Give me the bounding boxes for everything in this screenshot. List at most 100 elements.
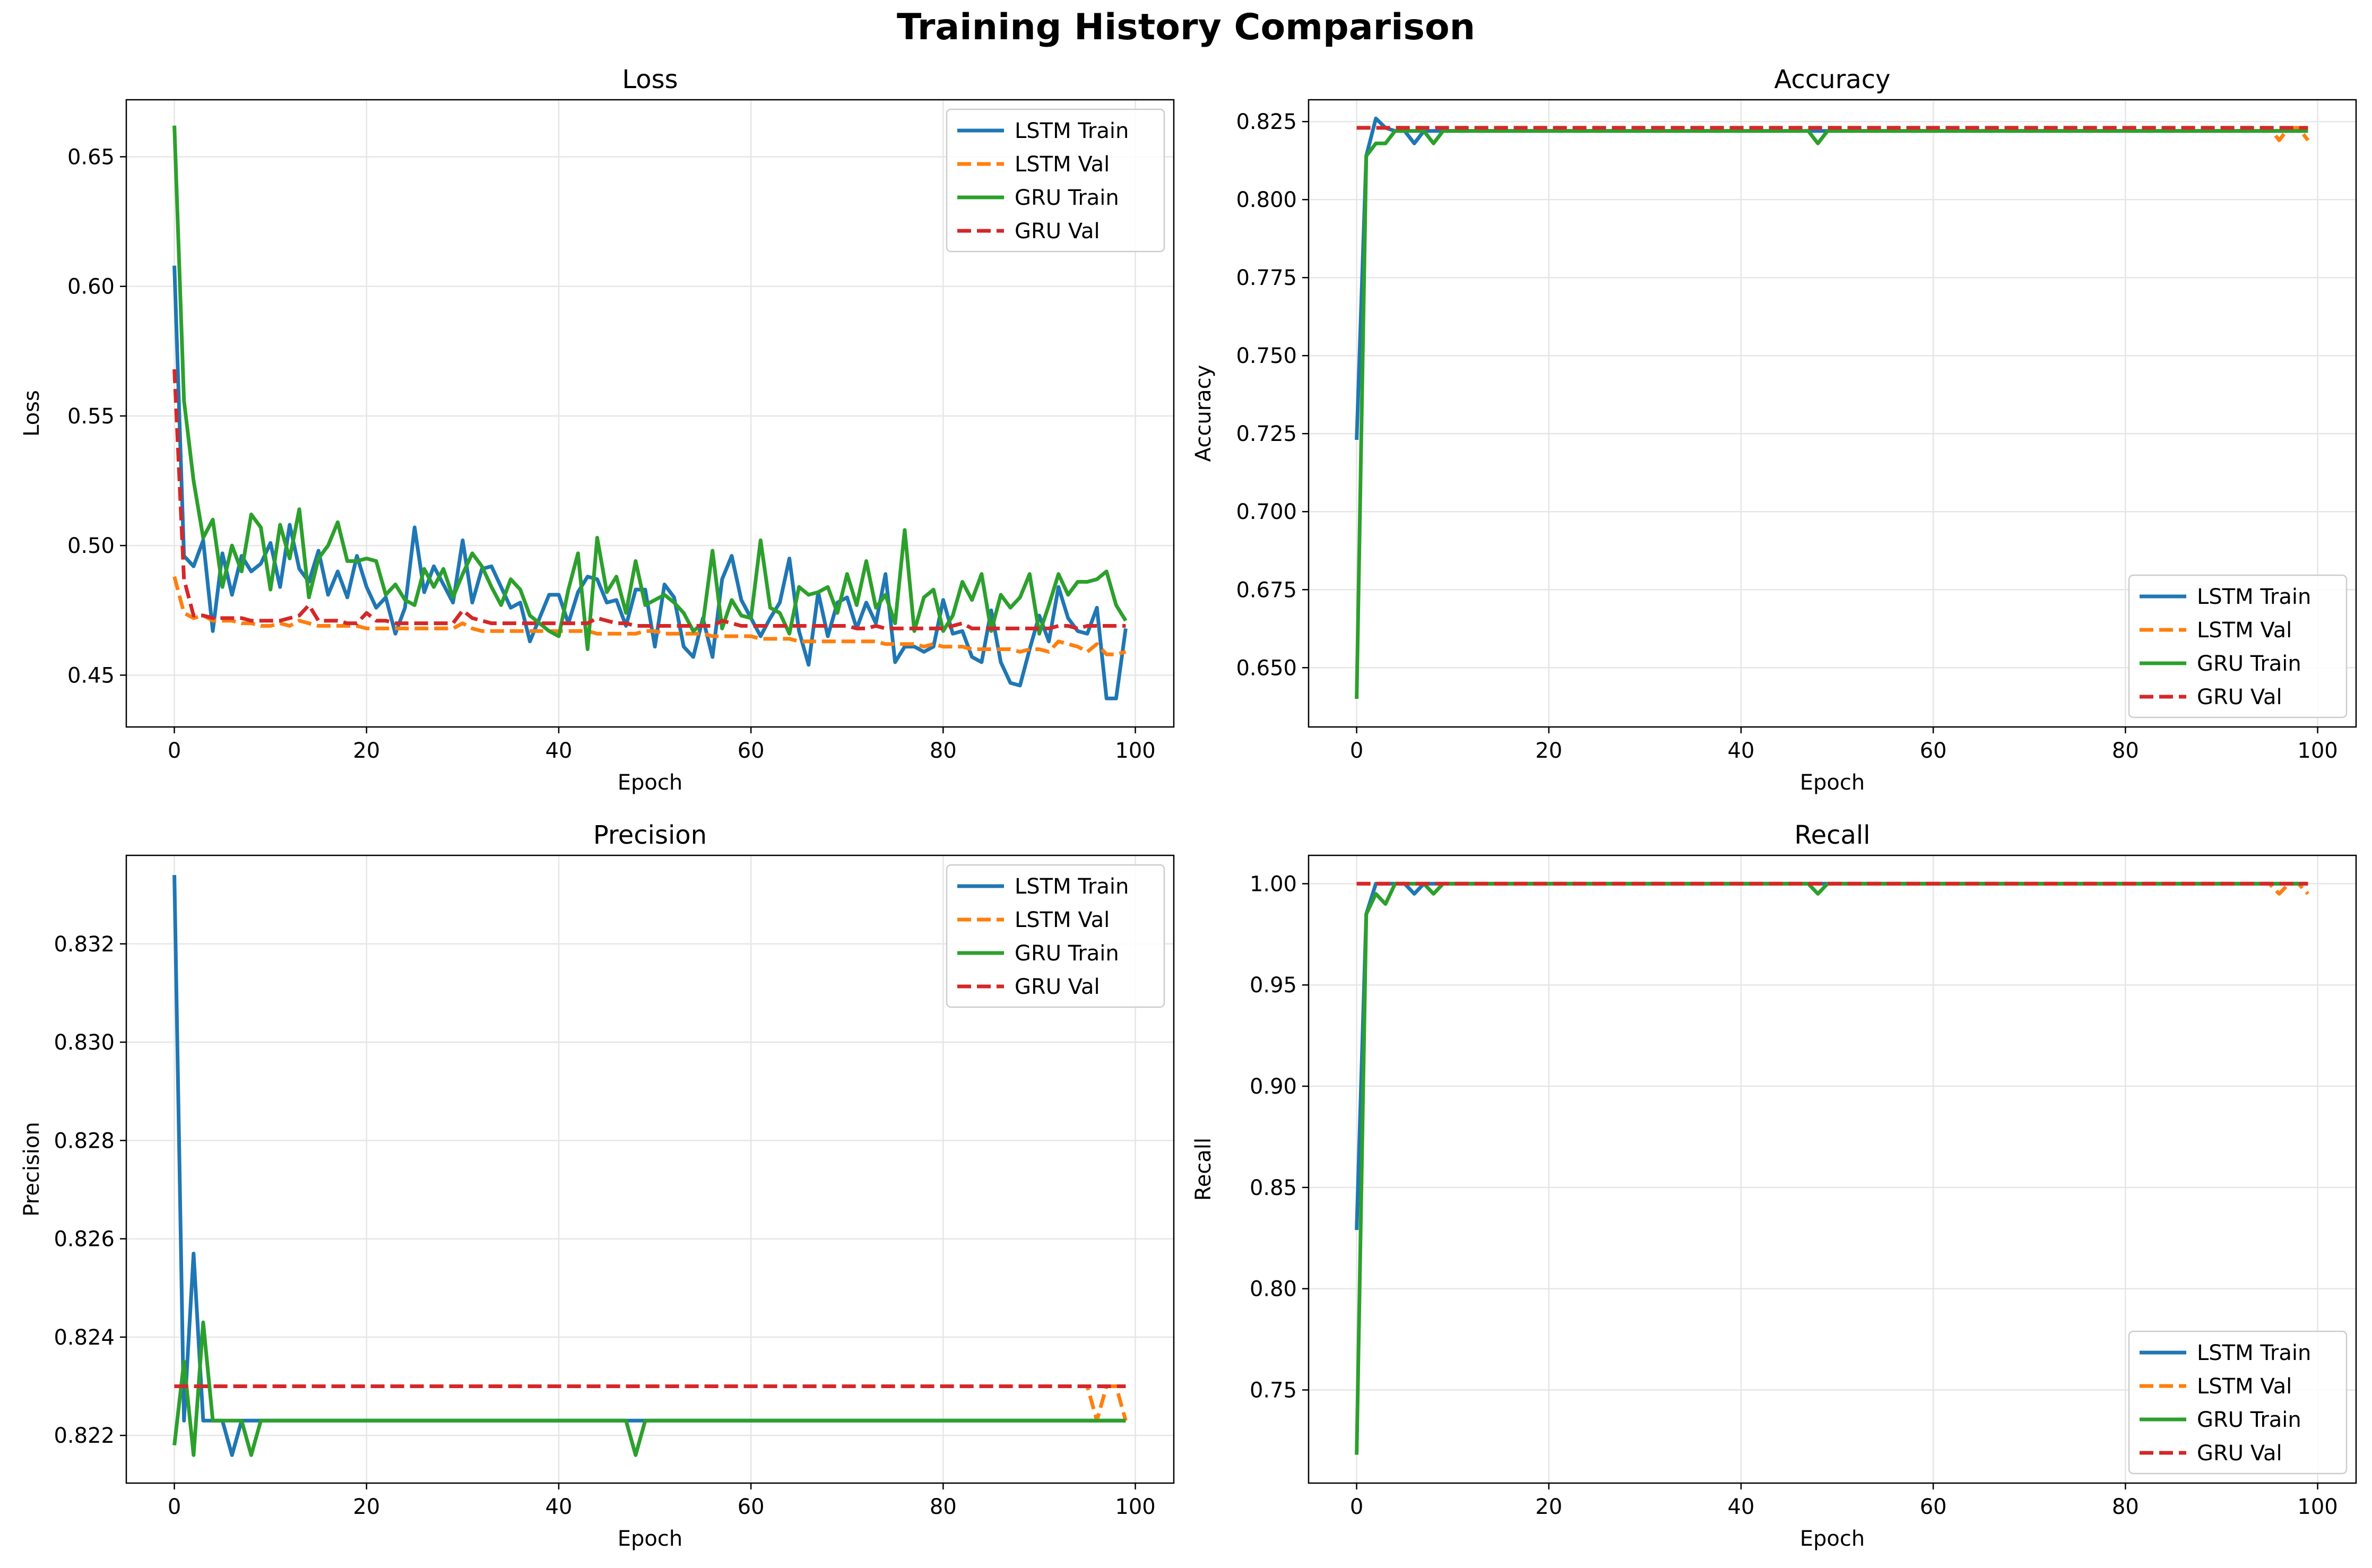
ax3-ytick-label-5: 1.00: [1250, 872, 1297, 896]
ax0-series-gru-train: [172, 125, 1128, 651]
ax2-legend: LSTM Train LSTM Val GRU Train GRU Val: [946, 864, 1165, 1008]
ax0-legend-label-gru-val: GRU Val: [1015, 219, 1100, 244]
ax0-series-lstm-val: [172, 576, 1127, 656]
ax2-ytick-label-1: 0.824: [54, 1326, 115, 1350]
ax1-series-group: [1355, 116, 2310, 699]
ax3-xtick-label-2: 40: [1728, 1495, 1755, 1519]
ax2-series-lstm-val: [174, 1384, 1128, 1423]
subplot-loss: 0 20 40 60 80 100 0.45 0.50 0.55 0.60 0.65 Loss Epoc…: [20, 65, 1175, 795]
ax2-legend-label-lstm-val: LSTM Val: [1015, 908, 1110, 932]
ax2-legend-box: [946, 864, 1165, 1008]
ax0-ytick-label-2: 0.55: [67, 404, 115, 429]
ax1-ytick-label-6: 0.800: [1236, 188, 1297, 212]
ax0-ytick-label-4: 0.65: [67, 145, 115, 169]
ax3-ytick-label-3: 0.90: [1250, 1075, 1297, 1099]
ax0-legend-label-lstm-val: LSTM Val: [1015, 152, 1110, 177]
ax1-legend-box: [2128, 574, 2348, 718]
ax3-legend-label-gru-val: GRU Val: [2197, 1441, 2282, 1466]
ax3-ylabel: Recall: [1191, 1138, 1216, 1201]
ax3-ytick-label-4: 0.95: [1250, 973, 1297, 998]
ax1-legend-label-lstm-train: LSTM Train: [2197, 585, 2311, 609]
ax1-ylabel: Accuracy: [1191, 365, 1216, 462]
ax1-ytick-label-1: 0.675: [1236, 578, 1297, 602]
ax3-xtick-label-1: 20: [1535, 1495, 1562, 1519]
ax0-series-lstm-train: [172, 265, 1128, 700]
ax0-xlabel: Epoch: [618, 770, 682, 795]
ax3-xtick-label-0: 0: [1350, 1495, 1363, 1519]
ax3-ytick-label-0: 0.75: [1250, 1378, 1297, 1402]
ax2-frame: [125, 854, 1175, 1484]
ax1-title: Accuracy: [1774, 65, 1890, 94]
ax1-legend-label-gru-train: GRU Train: [2197, 652, 2301, 676]
ax2-legend-label-gru-train: GRU Train: [1015, 941, 1119, 966]
ax0-xtick-label-3: 60: [738, 739, 765, 763]
ax1-xtick-label-2: 40: [1728, 739, 1755, 763]
ax2-legend-label-lstm-train: LSTM Train: [1015, 874, 1129, 899]
ax1-ytick-label-0: 0.650: [1236, 656, 1297, 680]
ax1-ytick-label-5: 0.775: [1236, 266, 1297, 290]
ax2-legend-label-gru-val: GRU Val: [1015, 975, 1100, 999]
ax3-frame: [1308, 854, 2357, 1484]
ax1-xlabel: Epoch: [1800, 770, 1865, 795]
figure-title: Training History Comparison: [896, 6, 1476, 48]
ax1-legend-label-lstm-val: LSTM Val: [2197, 618, 2292, 643]
ax3-legend-label-gru-train: GRU Train: [2197, 1408, 2301, 1432]
ax1-series-gru-train: [1355, 129, 2308, 699]
ax2-xtick-label-4: 80: [930, 1495, 957, 1519]
ax1-xtick-label-4: 80: [2112, 739, 2139, 763]
ax0-title: Loss: [622, 65, 678, 94]
ax0-ylabel: Loss: [20, 390, 44, 437]
ax1-xtick-label-1: 20: [1535, 739, 1562, 763]
ax1-ytick-label-3: 0.725: [1236, 422, 1297, 446]
ax1-series-lstm-train: [1355, 116, 2308, 440]
ax2-ytick-label-3: 0.828: [54, 1129, 115, 1153]
ax0-legend: LSTM Train LSTM Val GRU Train GRU Val: [946, 108, 1165, 253]
ax2-xtick-label-2: 40: [546, 1495, 573, 1519]
ax1-ytick-label-4: 0.750: [1236, 344, 1297, 368]
ax1-ytick-label-2: 0.700: [1236, 500, 1297, 524]
ax3-xtick-label-4: 80: [2112, 1495, 2139, 1519]
subplot-accuracy: 0 20 40 60 80 100 0.650 0.675 0.700 0.725 0.750 0.7…: [1191, 65, 2357, 795]
ax2-xtick-label-5: 100: [1115, 1495, 1155, 1519]
ax1-frame: [1308, 99, 2357, 728]
ax0-xtick-label-0: 0: [168, 739, 181, 763]
ax2-xlabel: Epoch: [618, 1527, 682, 1551]
ax1-legend-label-gru-val: GRU Val: [2197, 685, 2282, 709]
ax2-ytick-label-2: 0.826: [54, 1227, 115, 1252]
ax0-xtick-label-4: 80: [930, 739, 957, 763]
ax3-legend-label-lstm-train: LSTM Train: [2197, 1341, 2311, 1365]
ax3-title: Recall: [1794, 820, 1870, 850]
ax3-legend: LSTM Train LSTM Val GRU Train GRU Val: [2128, 1330, 2348, 1475]
ax3-legend-box: [2128, 1330, 2348, 1475]
ax2-title: Precision: [593, 820, 707, 850]
ax2-ytick-label-5: 0.832: [54, 932, 115, 957]
ax2-ytick-label-4: 0.830: [54, 1030, 115, 1055]
ax1-xtick-label-3: 60: [1920, 739, 1947, 763]
ax3-xtick-label-5: 100: [2297, 1495, 2338, 1519]
ax2-xtick-label-3: 60: [738, 1495, 765, 1519]
ax2-ylabel: Precision: [20, 1122, 44, 1216]
ax0-ytick-label-3: 0.60: [67, 275, 115, 299]
ax1-legend: LSTM Train LSTM Val GRU Train GRU Val: [2128, 574, 2348, 718]
ax0-legend-label-gru-train: GRU Train: [1015, 186, 1119, 210]
ax2-series-group: [172, 875, 1128, 1457]
ax3-xlabel: Epoch: [1800, 1527, 1865, 1551]
ax1-xtick-label-5: 100: [2297, 739, 2338, 763]
ax0-series-group: [172, 125, 1128, 700]
ax3-series-lstm-train: [1355, 881, 2308, 1231]
ax0-ytick-label-1: 0.50: [67, 534, 115, 558]
ax0-xtick-label-2: 40: [546, 739, 573, 763]
ax2-ytick-label-0: 0.822: [54, 1424, 115, 1448]
ax0-frame: [125, 99, 1175, 728]
ax1-ytick-label-7: 0.825: [1236, 110, 1297, 134]
ax0-series-gru-val: [172, 369, 1126, 630]
ax3-series-group: [1355, 881, 2309, 1455]
ax1-series-lstm-val: [1356, 126, 2310, 142]
ax3-ytick-label-1: 0.80: [1250, 1277, 1297, 1302]
ax0-xtick-label-1: 20: [353, 739, 380, 763]
ax0-legend-box: [946, 108, 1165, 253]
subplot-precision: 0 20 40 60 80 100 0.822 0.824 0.826 0.828 0.830 0.8…: [20, 820, 1175, 1551]
ax3-xtick-label-3: 60: [1920, 1495, 1947, 1519]
ax1-xtick-label-0: 0: [1350, 739, 1363, 763]
